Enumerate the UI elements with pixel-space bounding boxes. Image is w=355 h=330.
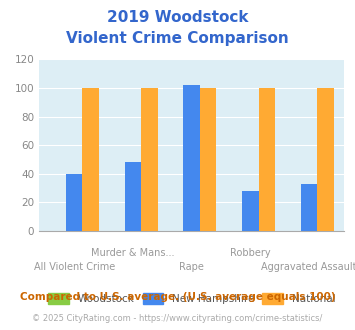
- Bar: [66, 174, 82, 231]
- Text: Violent Crime Comparison: Violent Crime Comparison: [66, 31, 289, 46]
- Text: Rape: Rape: [179, 262, 204, 272]
- Text: Compared to U.S. average. (U.S. average equals 100): Compared to U.S. average. (U.S. average …: [20, 292, 335, 302]
- Text: © 2025 CityRating.com - https://www.cityrating.com/crime-statistics/: © 2025 CityRating.com - https://www.city…: [32, 314, 323, 323]
- Bar: [242, 191, 259, 231]
- Text: 2019 Woodstock: 2019 Woodstock: [107, 10, 248, 25]
- Bar: [200, 88, 216, 231]
- Legend: Woodstock, New Hampshire, National: Woodstock, New Hampshire, National: [44, 289, 339, 308]
- Bar: [141, 88, 158, 231]
- Text: Robbery: Robbery: [230, 248, 271, 258]
- Bar: [184, 85, 200, 231]
- Bar: [125, 162, 141, 231]
- Bar: [259, 88, 275, 231]
- Text: Murder & Mans...: Murder & Mans...: [91, 248, 175, 258]
- Bar: [317, 88, 334, 231]
- Bar: [301, 184, 317, 231]
- Text: All Violent Crime: All Violent Crime: [34, 262, 115, 272]
- Bar: [82, 88, 99, 231]
- Text: Aggravated Assault: Aggravated Assault: [261, 262, 355, 272]
